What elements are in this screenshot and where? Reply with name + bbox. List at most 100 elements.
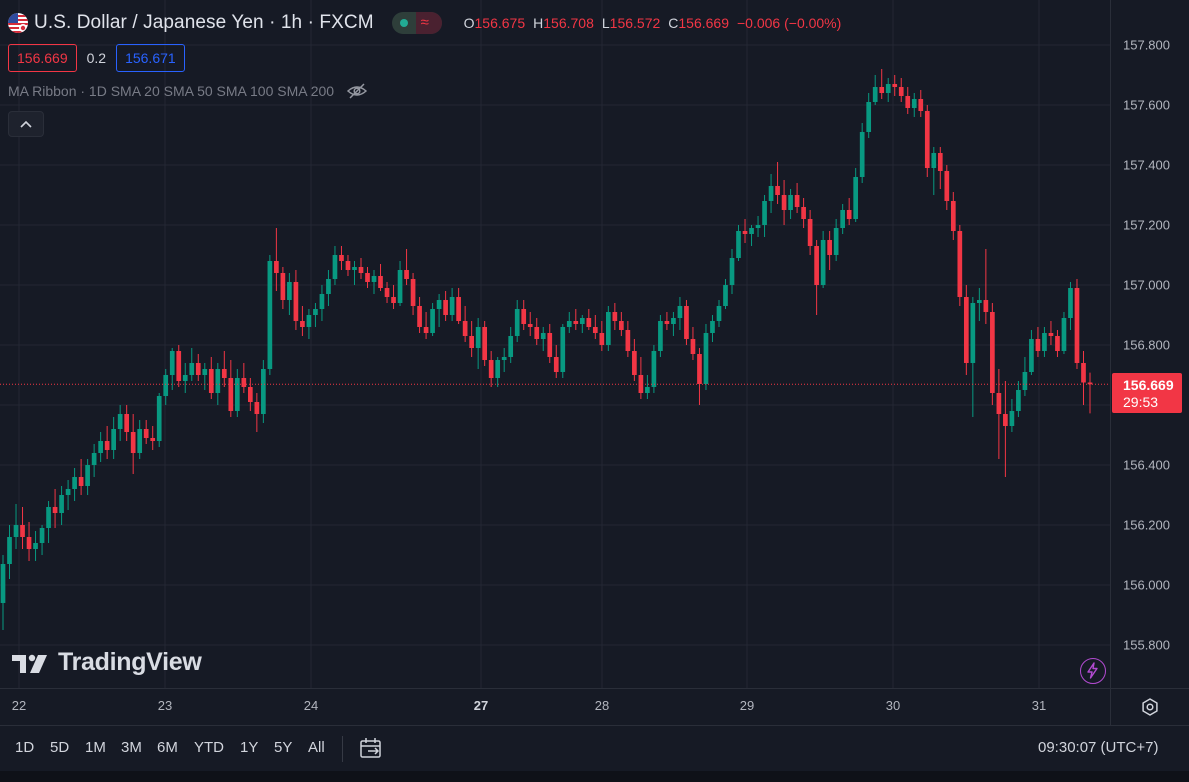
candle	[124, 405, 130, 441]
candle	[39, 525, 45, 555]
lightning-icon[interactable]	[1080, 658, 1106, 684]
candle	[592, 315, 598, 339]
candle	[1009, 399, 1015, 432]
candle	[605, 306, 611, 351]
candle	[553, 345, 559, 378]
close-label: C	[668, 15, 679, 31]
candle	[1035, 327, 1041, 357]
range-6m-button[interactable]: 6M	[157, 739, 178, 756]
ma-ribbon-indicator[interactable]: MA Ribbon · 1D SMA 20 SMA 50 SMA 100 SMA…	[8, 83, 368, 99]
price-tick: 155.800	[1123, 637, 1170, 653]
settings-gear-icon[interactable]	[1140, 697, 1160, 717]
time-axis[interactable]: 22 23 24 27 28 29 30 31	[0, 688, 1110, 725]
candle	[26, 522, 32, 561]
range-all-button[interactable]: All	[308, 739, 325, 756]
candle	[671, 312, 676, 336]
candle	[905, 87, 911, 114]
candle	[788, 189, 793, 219]
candle	[723, 279, 728, 309]
candle	[729, 249, 735, 294]
candle	[924, 105, 930, 177]
timezone-clock[interactable]: 09:30:07 (UTC+7)	[1038, 739, 1159, 756]
candle	[475, 318, 481, 369]
candle	[807, 210, 813, 255]
candle	[280, 267, 286, 309]
range-1d-button[interactable]: 1D	[15, 739, 35, 756]
candle	[950, 192, 956, 240]
time-tick: 31	[1031, 698, 1047, 713]
candle	[78, 459, 84, 495]
range-1y-button[interactable]: 1Y	[240, 739, 259, 756]
go-to-date-icon[interactable]	[359, 736, 385, 765]
market-status-pill[interactable]: ≈	[391, 12, 442, 34]
candle	[137, 420, 143, 459]
candle	[1074, 279, 1080, 369]
range-5y-button[interactable]: 5Y	[274, 739, 293, 756]
candle	[684, 300, 689, 345]
hide-eye-icon[interactable]	[346, 83, 368, 99]
high-value: 156.708	[543, 15, 594, 31]
candle-countdown: 29:53	[1123, 394, 1159, 410]
candle	[1068, 282, 1073, 330]
chart-area[interactable]: U.S. Dollar / Japanese Yen · 1h · FXCM ≈…	[0, 0, 1110, 688]
tradingview-logo[interactable]: TradingView	[12, 648, 202, 677]
symbol-title[interactable]: U.S. Dollar / Japanese Yen · 1h · FXCM	[34, 12, 374, 33]
candle	[352, 261, 357, 285]
price-tick: 156.000	[1123, 577, 1170, 593]
candle	[241, 363, 247, 393]
candle	[970, 297, 976, 417]
range-5d-button[interactable]: 5D	[50, 739, 70, 756]
time-tick: 27	[473, 698, 489, 713]
candle	[1055, 330, 1060, 357]
candle	[397, 261, 403, 306]
close-value: 156.669	[678, 15, 729, 31]
candle	[1003, 381, 1008, 477]
candle	[547, 324, 553, 363]
time-tick: 30	[885, 698, 901, 713]
candle	[872, 75, 878, 105]
candle	[456, 288, 461, 324]
candle	[1042, 327, 1047, 357]
high-label: H	[533, 15, 544, 31]
candle	[404, 249, 409, 285]
candle	[645, 375, 650, 399]
candle	[566, 312, 572, 333]
buy-price-button[interactable]: 156.671	[116, 44, 185, 72]
candle	[996, 369, 1002, 459]
candle	[762, 195, 767, 237]
candle	[332, 246, 338, 285]
candle	[20, 507, 25, 549]
candle	[117, 405, 123, 441]
candle	[833, 219, 839, 261]
candle	[417, 297, 422, 333]
candle	[59, 486, 64, 525]
candle	[423, 312, 429, 339]
us-japan-flag-icon	[8, 13, 28, 33]
sell-price-button[interactable]: 156.669	[8, 44, 77, 72]
candle	[918, 90, 924, 117]
candle	[7, 525, 12, 579]
candle	[215, 363, 221, 405]
range-ytd-button[interactable]: YTD	[194, 739, 224, 756]
candlestick-chart[interactable]	[0, 0, 1110, 688]
candle	[853, 168, 859, 222]
time-tick: 24	[303, 698, 319, 713]
candle	[586, 309, 592, 330]
candle	[658, 315, 663, 357]
candle	[182, 363, 188, 393]
candle	[840, 204, 846, 234]
candle	[33, 531, 38, 561]
candle	[306, 309, 312, 339]
candle	[254, 393, 260, 432]
candle	[859, 123, 865, 183]
price-axis[interactable]: 157.800 157.600 157.400 157.200 157.000 …	[1110, 0, 1189, 688]
candle	[247, 378, 253, 411]
candle	[664, 312, 670, 330]
candle	[846, 198, 852, 225]
candle	[866, 93, 872, 138]
candle	[898, 78, 904, 102]
range-1m-button[interactable]: 1M	[85, 739, 106, 756]
candle	[1048, 321, 1054, 345]
range-3m-button[interactable]: 3M	[121, 739, 142, 756]
collapse-legend-button[interactable]	[8, 111, 44, 137]
